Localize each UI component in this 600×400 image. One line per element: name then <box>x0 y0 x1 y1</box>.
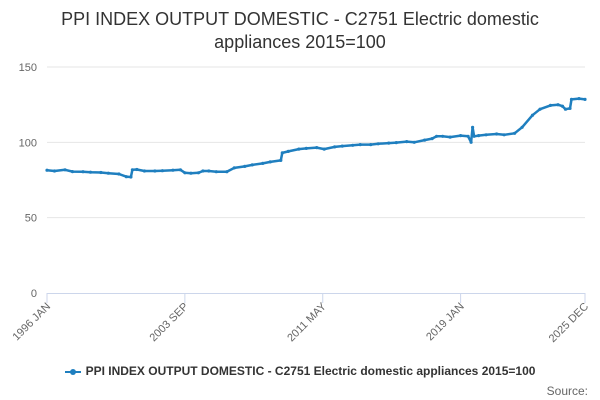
data-point-14 <box>142 169 146 173</box>
data-point-50 <box>435 134 439 138</box>
data-point-55 <box>469 140 473 144</box>
data-point-48 <box>423 138 427 142</box>
y-tick-label-0: 0 <box>31 288 37 300</box>
data-point-32 <box>280 151 284 155</box>
chart-credits[interactable]: Source: <box>546 384 588 398</box>
data-point-34 <box>297 147 301 151</box>
y-tick-label-100: 100 <box>19 137 37 149</box>
data-point-41 <box>358 143 362 147</box>
data-point-22 <box>201 169 205 173</box>
x-axis-labels: 1996 JAN 2003 SEP 2011 MAY 2019 JAN 2025 DEC <box>10 300 591 345</box>
data-point-64 <box>530 113 535 117</box>
data-point-8 <box>106 171 110 175</box>
data-point-3 <box>63 168 67 172</box>
x-axis <box>46 293 586 303</box>
data-point-42 <box>369 143 373 147</box>
data-point-2 <box>52 169 57 173</box>
data-point-59 <box>484 133 488 137</box>
data-point-69 <box>563 107 568 111</box>
data-point-45 <box>394 141 398 145</box>
data-point-15 <box>153 169 157 173</box>
data-point-38 <box>333 145 337 149</box>
data-point-10 <box>124 175 128 179</box>
data-point-5 <box>81 170 85 174</box>
data-point-28 <box>250 163 254 167</box>
data-point-7 <box>99 170 103 175</box>
data-point-58 <box>477 134 481 138</box>
legend-item[interactable]: PPI INDEX OUTPUT DOMESTIC - C2751 Electr… <box>0 364 600 378</box>
chart-title-line-2: appliances 2015=100 <box>214 32 386 52</box>
data-point-37 <box>322 147 326 151</box>
data-point-54 <box>466 134 470 138</box>
data-point-1 <box>45 168 49 172</box>
data-point-29 <box>261 161 265 165</box>
data-point-13 <box>135 167 139 172</box>
data-point-62 <box>513 131 517 135</box>
data-point-36 <box>315 146 319 150</box>
data-point-6 <box>88 170 93 174</box>
x-tick-label-4: 2019 JAN <box>424 301 467 344</box>
data-point-39 <box>340 144 344 148</box>
data-point-4 <box>70 170 75 174</box>
data-point-18 <box>178 168 182 172</box>
data-point-46 <box>405 140 409 144</box>
data-point-30 <box>268 160 272 164</box>
data-point-35 <box>304 146 308 150</box>
data-point-12 <box>130 168 134 172</box>
data-point-31 <box>279 158 283 162</box>
chart-title-line-1: PPI INDEX OUTPUT DOMESTIC - C2751 Electr… <box>61 9 539 29</box>
y-tick-label-150: 150 <box>19 62 37 74</box>
data-point-24 <box>214 170 218 174</box>
y-tick-label-50: 50 <box>25 213 37 225</box>
data-point-52 <box>448 135 452 139</box>
data-point-65 <box>538 107 542 111</box>
data-point-56 <box>471 125 475 129</box>
data-point-73 <box>583 97 587 101</box>
data-point-67 <box>556 103 560 107</box>
data-point-63 <box>520 125 524 129</box>
data-point-66 <box>548 103 553 107</box>
data-point-57 <box>472 134 476 138</box>
data-point-25 <box>225 170 229 174</box>
data-point-51 <box>441 134 445 138</box>
data-point-40 <box>351 143 355 147</box>
series-line-1 <box>45 97 587 179</box>
grid-lines <box>47 66 585 219</box>
data-point-47 <box>412 140 416 144</box>
legend-label: PPI INDEX OUTPUT DOMESTIC - C2751 Electr… <box>85 364 536 378</box>
data-point-72 <box>577 97 581 101</box>
x-tick-label-5: 2025 DEC <box>547 301 591 345</box>
data-point-44 <box>387 141 391 145</box>
data-point-68 <box>560 104 565 108</box>
data-point-9 <box>117 172 121 176</box>
data-point-16 <box>160 169 164 173</box>
data-point-61 <box>502 133 506 137</box>
data-point-33 <box>286 149 290 153</box>
data-point-21 <box>196 171 200 175</box>
data-point-19 <box>183 171 187 175</box>
data-point-27 <box>243 164 247 168</box>
legend-marker-icon <box>64 367 81 377</box>
data-point-60 <box>495 132 499 136</box>
series-layer <box>45 97 587 179</box>
y-axis-labels: 0 50 100 150 <box>19 62 37 300</box>
data-point-26 <box>232 166 236 170</box>
data-point-53 <box>459 134 463 138</box>
x-tick-label-3: 2011 MAY <box>285 300 329 344</box>
data-point-43 <box>376 142 380 146</box>
x-tick-label-1: 1996 JAN <box>10 301 53 344</box>
data-point-11 <box>129 175 133 179</box>
data-point-20 <box>189 171 193 175</box>
data-point-17 <box>171 168 175 172</box>
x-tick-label-2: 2003 SEP <box>147 301 191 345</box>
data-point-23 <box>207 169 211 173</box>
chart-title: PPI INDEX OUTPUT DOMESTIC - C2751 Electr… <box>0 8 600 54</box>
data-point-70 <box>568 106 572 110</box>
data-point-71 <box>569 97 574 101</box>
data-point-49 <box>430 137 434 141</box>
